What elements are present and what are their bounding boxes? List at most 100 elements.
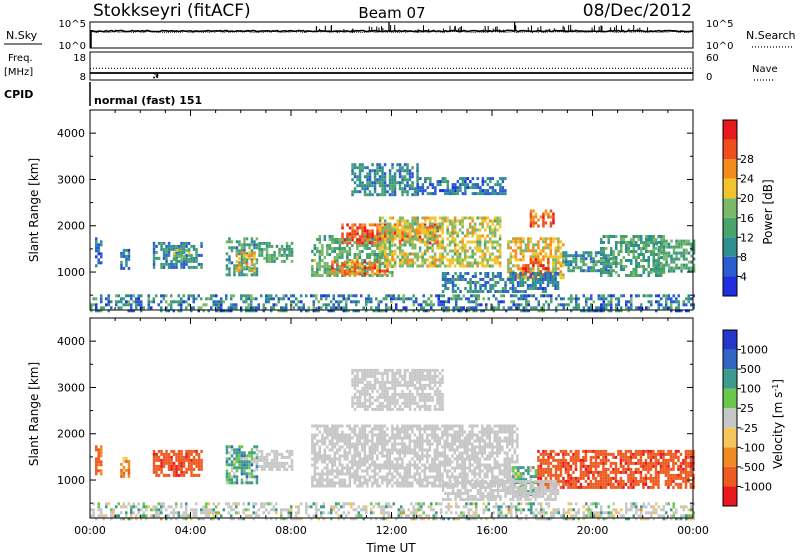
echo-cell <box>235 475 239 479</box>
echo-cell <box>642 247 645 250</box>
echo-cell <box>253 246 256 250</box>
echo-cell <box>200 306 203 310</box>
echo-cell <box>358 226 362 230</box>
echo-cell <box>511 272 515 275</box>
echo-cell <box>95 264 98 268</box>
echo-cell <box>238 273 241 277</box>
echo-cell <box>615 235 618 238</box>
echo-cell <box>607 271 610 274</box>
echo-cell <box>438 240 442 244</box>
echo-cell <box>401 442 404 446</box>
echo-cell <box>555 309 558 313</box>
echo-cell <box>642 244 645 247</box>
echo-cell <box>228 246 231 250</box>
echo-cell <box>333 442 337 446</box>
echo-cell <box>448 222 452 226</box>
echo-cell <box>341 235 344 239</box>
echo-cell <box>311 424 314 428</box>
echo-cell <box>391 178 394 182</box>
echo-cell <box>331 436 334 440</box>
echo-cell <box>180 244 183 248</box>
echo-cell <box>343 269 347 273</box>
echo-cell <box>342 297 345 301</box>
echo-cell <box>117 306 120 310</box>
echo-cell <box>458 222 462 226</box>
echo-cell <box>416 466 419 470</box>
echo-cell <box>692 306 695 310</box>
echo-cell <box>554 270 558 274</box>
echo-cell <box>640 306 643 310</box>
echo-cell <box>240 246 244 250</box>
echo-cell <box>642 256 645 259</box>
echo-cell <box>446 445 449 449</box>
echo-cell <box>498 252 502 256</box>
echo-cell <box>378 424 382 428</box>
echo-cell <box>378 228 382 232</box>
echo-cell <box>479 290 482 293</box>
echo-cell <box>353 263 357 267</box>
cpid-label: CPID <box>4 88 33 101</box>
echo-cell <box>280 259 284 263</box>
echo-cell <box>398 466 402 470</box>
echo-cell <box>383 463 387 467</box>
echo-cell <box>547 303 550 307</box>
echo-cell <box>321 253 324 256</box>
echo-cell <box>351 442 354 446</box>
echo-cell <box>421 448 424 452</box>
echo-cell <box>130 306 133 310</box>
echo-cell <box>348 451 352 455</box>
echo-cell <box>542 273 545 277</box>
echo-cell <box>446 424 449 428</box>
echo-cell <box>323 454 327 458</box>
echo-cell <box>240 249 244 253</box>
echo-cell <box>416 189 420 193</box>
echo-cell <box>426 231 429 235</box>
echo-cell <box>120 474 123 478</box>
echo-cell <box>258 244 261 248</box>
echo-cell <box>514 258 518 262</box>
echo-cell <box>127 462 131 466</box>
echo-cell <box>421 222 424 226</box>
echo-cell <box>584 263 588 267</box>
echo-cell <box>675 242 678 246</box>
echo-cell <box>278 247 281 251</box>
echo-cell <box>318 259 322 262</box>
echo-cell <box>463 442 467 446</box>
echo-cell <box>381 424 384 428</box>
echo-cell <box>383 442 387 446</box>
echo-cell <box>255 261 259 265</box>
echo-cell <box>514 255 518 259</box>
echo-cell <box>265 253 269 257</box>
echo-cell <box>167 262 171 266</box>
echo-cell <box>473 460 477 464</box>
echo-cell <box>640 241 643 244</box>
echo-cell <box>250 454 254 458</box>
echo-cell <box>531 284 535 287</box>
echo-cell <box>358 253 362 256</box>
echo-cell <box>316 247 319 250</box>
echo-cell <box>492 306 495 310</box>
echo-cell <box>351 235 354 239</box>
echo-cell <box>637 262 640 265</box>
echo-cell <box>431 264 434 268</box>
echo-cell <box>539 237 543 241</box>
echo-cell <box>391 433 394 437</box>
echo-cell <box>361 235 364 239</box>
echo-cell <box>496 216 499 220</box>
echo-cell <box>130 303 133 307</box>
echo-cell <box>575 297 578 301</box>
echo-cell <box>373 448 377 452</box>
echo-cell <box>268 256 271 260</box>
echo-cell <box>451 281 455 284</box>
echo-cell <box>336 466 339 470</box>
echo-cell <box>285 461 289 465</box>
echo-cell <box>456 180 460 184</box>
echo-cell <box>590 306 593 310</box>
echo-cell <box>247 306 250 310</box>
echo-cell <box>336 436 339 440</box>
echo-cell <box>401 264 404 268</box>
echo-cell <box>398 181 402 185</box>
echo-cell <box>637 235 640 238</box>
echo-cell <box>615 247 618 250</box>
echo-cell <box>353 232 357 236</box>
